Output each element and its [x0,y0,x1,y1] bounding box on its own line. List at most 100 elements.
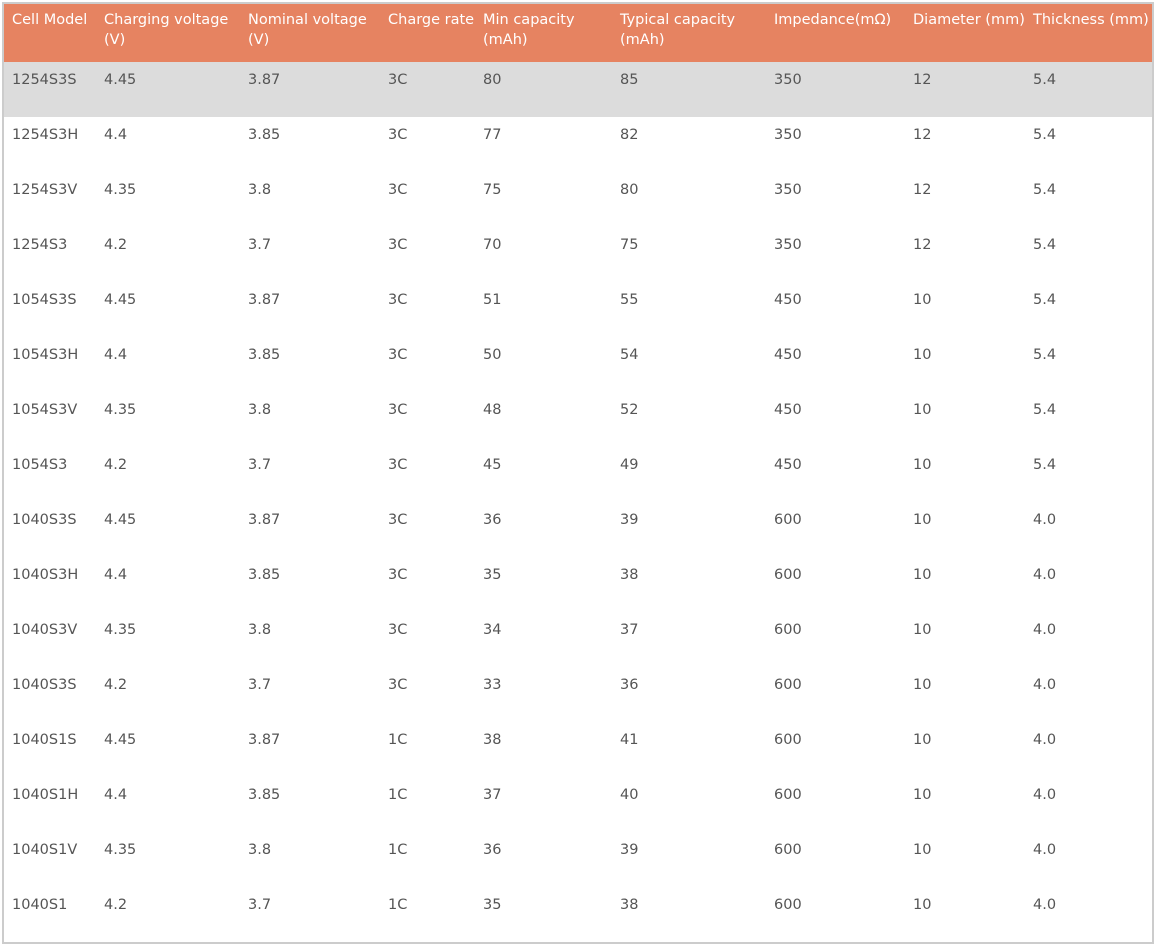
charging-voltage-cell: 4.45 [104,292,137,308]
thickness-cell: 4.0 [1033,787,1057,803]
cell-model-cell: 1040S1 [12,897,68,913]
diameter-cell: 10 [913,512,932,528]
diameter-cell: 10 [913,457,932,473]
diameter-cell: 10 [913,347,932,363]
charge-rate-cell: 1C [388,842,408,858]
charging-voltage-cell: 4.35 [104,622,137,638]
nominal-voltage-cell: 3.87 [248,512,281,528]
cell-model-cell: 1054S3V [12,402,78,418]
charging-voltage-cell: 4.45 [104,732,137,748]
typical-capacity-cell: 38 [620,567,639,583]
typical-capacity-cell: 52 [620,402,639,418]
impedance-cell: 350 [774,182,802,198]
charging-voltage-cell: 4.35 [104,402,137,418]
cell-model-cell: 1254S3S [12,72,77,88]
thickness-cell: 5.4 [1033,72,1057,88]
diameter-cell: 10 [913,732,932,748]
diameter-cell: 12 [913,72,932,88]
thickness-cell: 5.4 [1033,237,1057,253]
diameter-cell: 10 [913,292,932,308]
battery-specs-table: Cell Model Charging voltage (V) Nominal … [4,4,1152,942]
cell-model-cell: 1040S3S [12,677,77,693]
charging-voltage-cell: 4.4 [104,567,128,583]
column-header-typical-capacity: Typical capacity (mAh) [620,12,736,48]
charging-voltage-cell: 4.2 [104,457,128,473]
table-row: 1254S3V 4.35 3.8 3C 75 80 350 12 5.4 [4,172,1152,227]
nominal-voltage-cell: 3.85 [248,567,281,583]
table-body: 1254S3S 4.45 3.87 3C 80 85 350 12 5.4 1254S3H 4.4 3… [4,62,1152,942]
charge-rate-cell: 3C [388,512,408,528]
nominal-voltage-cell: 3.87 [248,732,281,748]
thickness-cell: 5.4 [1033,292,1057,308]
column-header-diameter: Diameter (mm) [913,12,1025,28]
charge-rate-cell: 1C [388,787,408,803]
thickness-cell: 5.4 [1033,457,1057,473]
charge-rate-cell: 3C [388,622,408,638]
column-header-charge-rate: Charge rate [388,12,475,28]
typical-capacity-cell: 36 [620,677,639,693]
charging-voltage-cell: 4.35 [104,182,137,198]
typical-capacity-cell: 49 [620,457,639,473]
impedance-cell: 450 [774,402,802,418]
cell-model-cell: 1040S1S [12,732,77,748]
thickness-cell: 4.0 [1033,897,1057,913]
impedance-cell: 600 [774,787,802,803]
diameter-cell: 10 [913,787,932,803]
thickness-cell: 5.4 [1033,402,1057,418]
thickness-cell: 4.0 [1033,512,1057,528]
column-header-nominal-voltage: Nominal voltage (V) [248,12,367,48]
typical-capacity-cell: 55 [620,292,639,308]
min-capacity-cell: 48 [483,402,502,418]
table-row: 1254S3 4.2 3.7 3C 70 75 350 12 5.4 [4,227,1152,282]
table-row: 1040S1V 4.35 3.8 1C 36 39 600 10 4.0 [4,832,1152,887]
table-header: Cell Model Charging voltage (V) Nominal … [4,4,1152,62]
nominal-voltage-cell: 3.7 [248,237,272,253]
table-row: 1054S3S 4.45 3.87 3C 51 55 450 10 5.4 [4,282,1152,337]
charge-rate-cell: 3C [388,127,408,143]
charge-rate-cell: 3C [388,402,408,418]
nominal-voltage-cell: 3.85 [248,787,281,803]
nominal-voltage-cell: 3.7 [248,457,272,473]
table-row: 1054S3 4.2 3.7 3C 45 49 450 10 5.4 [4,447,1152,502]
table-row: 1054S3V 4.35 3.8 3C 48 52 450 10 5.4 [4,392,1152,447]
typical-capacity-cell: 75 [620,237,639,253]
min-capacity-cell: 35 [483,897,502,913]
min-capacity-cell: 38 [483,732,502,748]
diameter-cell: 10 [913,897,932,913]
cell-model-cell: 1040S1V [12,842,78,858]
table-row: 1040S3V 4.35 3.8 3C 34 37 600 10 4.0 [4,612,1152,667]
charging-voltage-cell: 4.2 [104,237,128,253]
impedance-cell: 450 [774,347,802,363]
cell-model-cell: 1054S3 [12,457,68,473]
diameter-cell: 12 [913,182,932,198]
charge-rate-cell: 3C [388,677,408,693]
impedance-cell: 350 [774,72,802,88]
cell-model-cell: 1254S3H [12,127,79,143]
cell-model-cell: 1254S3 [12,237,68,253]
min-capacity-cell: 37 [483,787,502,803]
impedance-cell: 600 [774,567,802,583]
min-capacity-cell: 75 [483,182,502,198]
header-row: Cell Model Charging voltage (V) Nominal … [4,4,1152,62]
cell-model-cell: 1040S1H [12,787,79,803]
typical-capacity-cell: 82 [620,127,639,143]
column-header-charging-voltage: Charging voltage (V) [104,12,229,48]
charge-rate-cell: 3C [388,567,408,583]
typical-capacity-cell: 80 [620,182,639,198]
charge-rate-cell: 3C [388,182,408,198]
column-header-cell-model: Cell Model [12,12,88,28]
table-row: 1040S3H 4.4 3.85 3C 35 38 600 10 4.0 [4,557,1152,612]
charge-rate-cell: 3C [388,457,408,473]
table-row: 1254S3H 4.4 3.85 3C 77 82 350 12 5.4 [4,117,1152,172]
typical-capacity-cell: 41 [620,732,639,748]
typical-capacity-cell: 38 [620,897,639,913]
column-header-impedance: Impedance(mΩ) [774,12,892,28]
nominal-voltage-cell: 3.7 [248,897,272,913]
charging-voltage-cell: 4.4 [104,787,128,803]
nominal-voltage-cell: 3.85 [248,347,281,363]
nominal-voltage-cell: 3.8 [248,842,272,858]
nominal-voltage-cell: 3.87 [248,72,281,88]
nominal-voltage-cell: 3.85 [248,127,281,143]
cell-model-cell: 1054S3H [12,347,79,363]
table-row: 1040S3S 4.2 3.7 3C 33 36 600 10 4.0 [4,667,1152,722]
